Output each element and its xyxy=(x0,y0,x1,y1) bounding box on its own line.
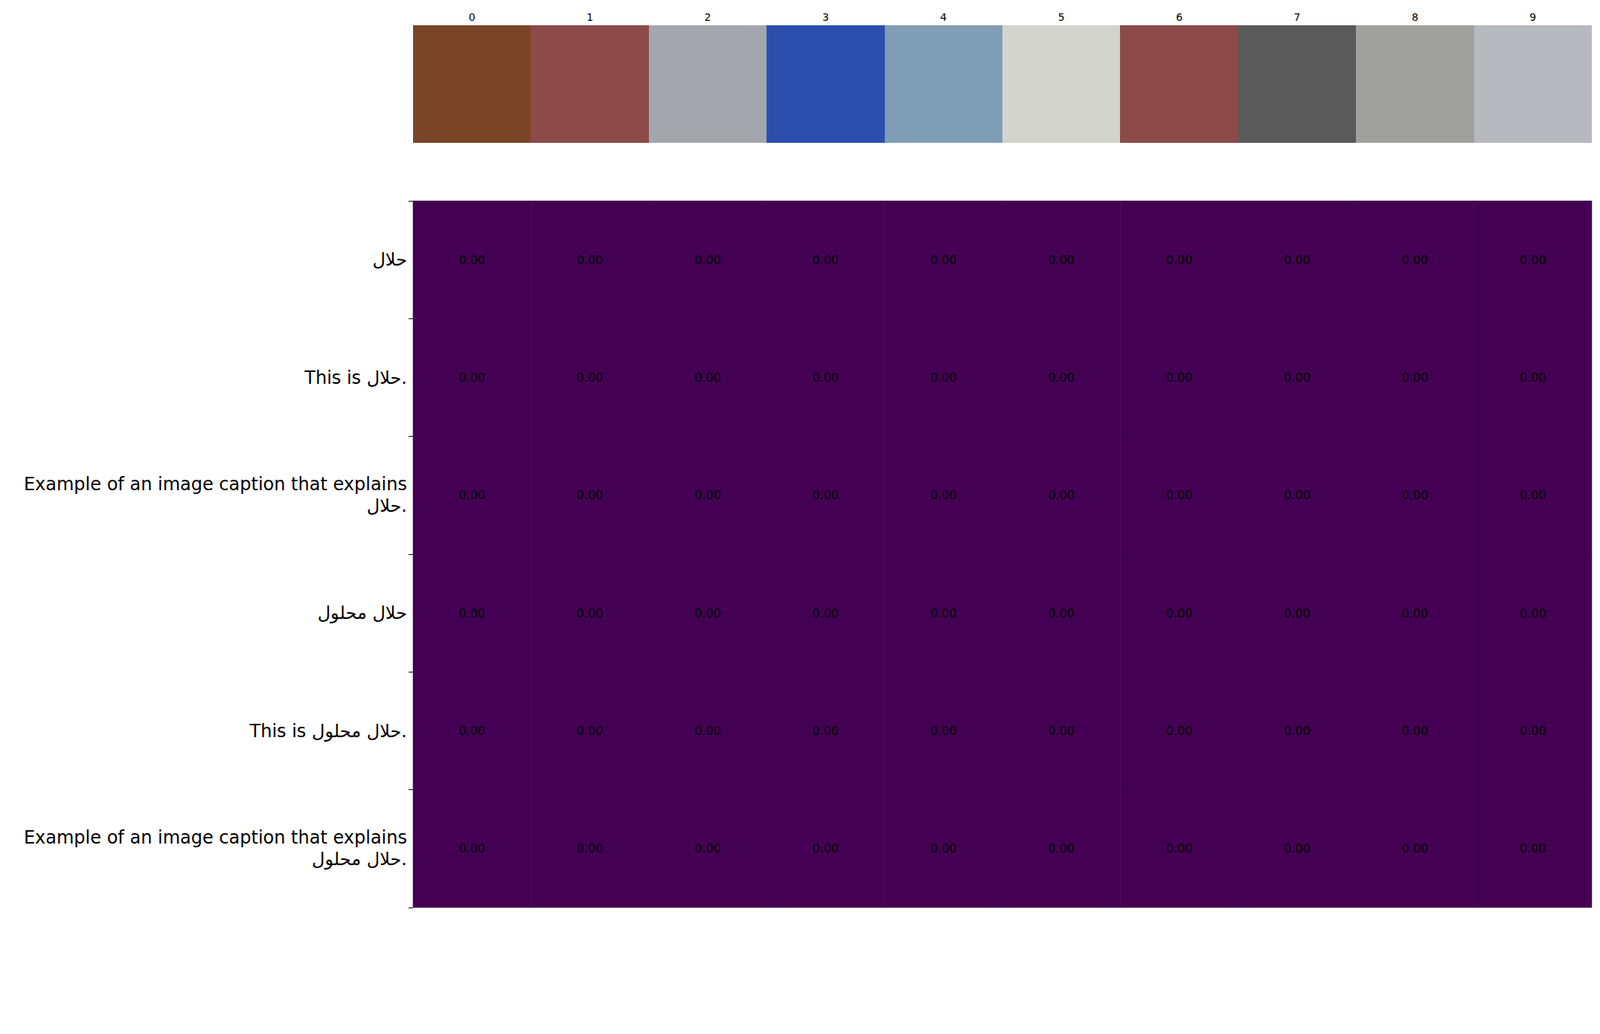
svg-text:8: 8 xyxy=(1411,11,1419,24)
svg-text:0.00: 0.00 xyxy=(1519,370,1547,385)
svg-text:3: 3 xyxy=(822,11,830,24)
svg-text:0.00: 0.00 xyxy=(1047,253,1075,268)
svg-text:0.00: 0.00 xyxy=(1519,841,1547,856)
svg-text:0.00: 0.00 xyxy=(458,606,486,621)
svg-text:0.00: 0.00 xyxy=(1402,841,1429,856)
svg-text:0.00: 0.00 xyxy=(458,253,486,268)
svg-text:حلال محلول: حلال محلول xyxy=(317,602,408,624)
svg-text:0.00: 0.00 xyxy=(812,370,840,385)
svg-text:0.00: 0.00 xyxy=(458,488,486,503)
svg-text:0.00: 0.00 xyxy=(1519,606,1547,621)
svg-text:حلال محلول.: حلال محلول. xyxy=(311,849,408,870)
svg-text:This is حلال محلول.: This is حلال محلول. xyxy=(249,721,408,742)
svg-text:0.00: 0.00 xyxy=(812,253,840,268)
svg-text:0.00: 0.00 xyxy=(1519,253,1547,268)
svg-text:حلال: حلال xyxy=(372,249,408,271)
svg-text:0.00: 0.00 xyxy=(694,253,722,268)
svg-text:1: 1 xyxy=(586,11,594,24)
svg-text:0.00: 0.00 xyxy=(1283,841,1311,856)
svg-text:0.00: 0.00 xyxy=(1283,370,1311,385)
svg-text:Example of an image caption th: Example of an image caption that explain… xyxy=(23,474,408,495)
svg-text:0.00: 0.00 xyxy=(812,488,840,503)
svg-text:0.00: 0.00 xyxy=(930,606,958,621)
svg-text:Example of an image caption th: Example of an image caption that explain… xyxy=(23,827,408,849)
svg-text:0.00: 0.00 xyxy=(458,724,486,739)
svg-text:0.00: 0.00 xyxy=(458,370,486,385)
svg-text:0.00: 0.00 xyxy=(1166,488,1193,503)
svg-text:0.00: 0.00 xyxy=(1283,488,1311,503)
svg-text:0.00: 0.00 xyxy=(1402,606,1429,621)
svg-text:0.00: 0.00 xyxy=(576,488,604,503)
svg-text:0.00: 0.00 xyxy=(694,488,722,503)
svg-text:5: 5 xyxy=(1058,11,1065,24)
svg-text:0.00: 0.00 xyxy=(1047,841,1075,856)
svg-text:0.00: 0.00 xyxy=(1047,724,1075,739)
svg-text:0.00: 0.00 xyxy=(576,606,604,621)
svg-text:0.00: 0.00 xyxy=(576,724,604,739)
svg-text:0.00: 0.00 xyxy=(1519,488,1547,503)
svg-text:0.00: 0.00 xyxy=(930,488,958,503)
svg-text:0.00: 0.00 xyxy=(1047,488,1075,503)
svg-text:0.00: 0.00 xyxy=(694,841,722,856)
svg-text:0.00: 0.00 xyxy=(576,841,604,856)
svg-text:0.00: 0.00 xyxy=(694,606,722,621)
svg-text:0.00: 0.00 xyxy=(1166,370,1193,385)
svg-text:0.00: 0.00 xyxy=(930,841,958,856)
svg-text:0.00: 0.00 xyxy=(1047,606,1075,621)
svg-text:0.00: 0.00 xyxy=(1283,253,1311,268)
svg-text:0.00: 0.00 xyxy=(1166,724,1193,739)
svg-text:0.00: 0.00 xyxy=(1283,724,1311,739)
svg-text:This is حلال.: This is حلال. xyxy=(303,367,408,389)
svg-text:9: 9 xyxy=(1529,11,1536,24)
svg-text:0.00: 0.00 xyxy=(576,253,604,268)
svg-text:0.00: 0.00 xyxy=(930,724,958,739)
svg-text:0.00: 0.00 xyxy=(1283,606,1311,621)
svg-text:حلال.: حلال. xyxy=(366,495,408,517)
svg-text:0.00: 0.00 xyxy=(1402,253,1429,268)
svg-text:0.00: 0.00 xyxy=(812,606,840,621)
svg-text:0.00: 0.00 xyxy=(1047,370,1075,385)
svg-text:0.00: 0.00 xyxy=(1166,841,1193,856)
svg-text:0.00: 0.00 xyxy=(812,841,840,856)
svg-text:0.00: 0.00 xyxy=(930,370,958,385)
svg-text:0.00: 0.00 xyxy=(1166,606,1193,621)
svg-text:0.00: 0.00 xyxy=(1402,724,1429,739)
svg-text:0.00: 0.00 xyxy=(1402,370,1429,385)
svg-text:0.00: 0.00 xyxy=(694,370,722,385)
svg-text:4: 4 xyxy=(939,11,947,24)
svg-text:0.00: 0.00 xyxy=(930,253,958,268)
svg-text:0.00: 0.00 xyxy=(812,724,840,739)
svg-text:0.00: 0.00 xyxy=(694,724,722,739)
svg-text:0: 0 xyxy=(468,11,476,24)
svg-text:0.00: 0.00 xyxy=(1402,488,1429,503)
svg-text:0.00: 0.00 xyxy=(1519,724,1547,739)
svg-text:0.00: 0.00 xyxy=(576,370,604,385)
svg-text:2: 2 xyxy=(704,11,712,24)
svg-text:0.00: 0.00 xyxy=(458,841,486,856)
svg-text:6: 6 xyxy=(1175,11,1183,24)
svg-text:7: 7 xyxy=(1294,11,1301,24)
svg-text:0.00: 0.00 xyxy=(1166,253,1193,268)
